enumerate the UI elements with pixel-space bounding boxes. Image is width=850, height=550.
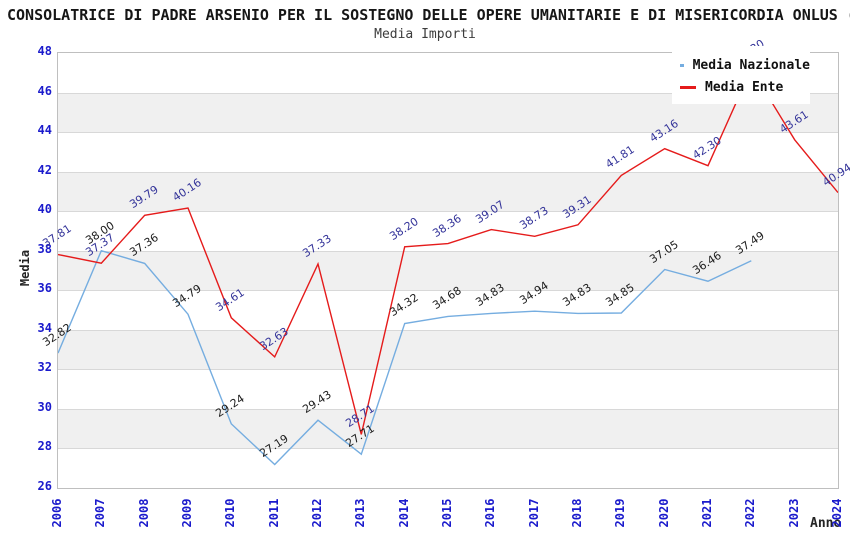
grid-line xyxy=(58,171,838,173)
y-tick-label: 34 xyxy=(37,320,52,335)
x-tick-label: 2007 xyxy=(93,498,108,528)
x-tick-label: 2014 xyxy=(396,498,411,528)
grid-line xyxy=(58,329,838,331)
legend-label: Media Nazionale xyxy=(692,57,810,73)
legend-label: Media Ente xyxy=(705,79,784,95)
y-tick-label: 30 xyxy=(37,399,52,414)
legend-swatch-nazionale-icon xyxy=(680,63,684,67)
y-tick-label: 40 xyxy=(37,202,52,217)
x-tick-label: 2010 xyxy=(223,498,238,528)
x-tick-label: 2016 xyxy=(483,498,498,528)
background-band xyxy=(58,408,838,449)
x-tick-label: 2021 xyxy=(700,498,714,528)
y-tick-label: 32 xyxy=(37,360,52,375)
x-tick-label: 2012 xyxy=(310,498,324,528)
grid-line xyxy=(58,211,838,213)
x-tick-label: 2017 xyxy=(526,498,541,528)
x-tick-label: 2009 xyxy=(180,498,194,528)
x-tick-label: 2013 xyxy=(353,498,368,528)
y-tick-label: 26 xyxy=(37,479,52,493)
background-band xyxy=(58,250,838,291)
legend-swatch-ente-icon xyxy=(680,85,696,89)
grid-line xyxy=(58,290,838,292)
grid-line xyxy=(58,250,838,252)
line-series-media-ente xyxy=(58,67,838,435)
y-tick-label: 46 xyxy=(37,83,52,98)
y-tick-label: 38 xyxy=(37,241,52,256)
grid-line xyxy=(58,92,838,94)
grid-line xyxy=(58,132,838,134)
chart-title: CONSOLATRICE DI PADRE ARSENIO PER IL SOS… xyxy=(7,6,850,24)
y-tick-label: 42 xyxy=(37,162,52,177)
legend: Media Nazionale Media Ente xyxy=(672,46,810,104)
grid-line xyxy=(58,448,838,450)
plot-area xyxy=(57,52,839,489)
x-tick-label: 2020 xyxy=(656,498,671,528)
x-tick-label: 2006 xyxy=(50,498,64,528)
y-tick-label: 28 xyxy=(37,439,52,454)
y-tick-label: 48 xyxy=(37,44,52,58)
grid-line xyxy=(58,408,838,410)
x-tick-label: 2023 xyxy=(786,498,801,528)
legend-item-media-ente: Media Ente xyxy=(680,76,810,98)
x-tick-label: 2015 xyxy=(440,498,454,528)
x-tick-label: 2008 xyxy=(136,498,151,528)
x-tick-label: 2019 xyxy=(613,498,628,528)
x-tick-label: 2011 xyxy=(266,498,281,528)
line-series-media-nazionale xyxy=(58,249,752,466)
x-axis-title: Anno xyxy=(810,516,842,531)
background-band xyxy=(58,329,838,370)
x-tick-label: 2024 xyxy=(830,498,844,528)
x-tick-label: 2022 xyxy=(743,498,758,528)
grid-line xyxy=(58,369,838,371)
x-tick-label: 2018 xyxy=(570,498,584,528)
y-tick-label: 36 xyxy=(37,281,52,296)
background-band xyxy=(58,171,838,212)
y-tick-label: 44 xyxy=(37,123,52,138)
legend-item-media-nazionale: Media Nazionale xyxy=(680,54,810,76)
chart-subtitle: Media Importi xyxy=(374,27,476,42)
